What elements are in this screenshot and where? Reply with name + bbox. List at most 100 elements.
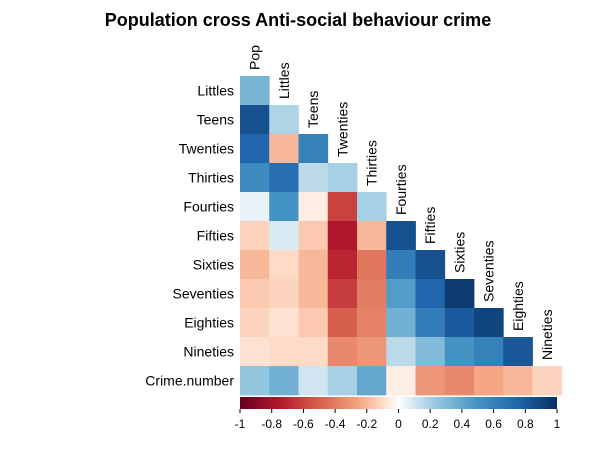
heatmap-cell	[240, 76, 270, 106]
row-label: Sixties	[193, 257, 234, 273]
heatmap-cell	[240, 192, 270, 222]
row-label: Seventies	[173, 286, 234, 302]
colorbar-tick-label: -0.6	[293, 417, 314, 431]
column-label: Seventies	[481, 241, 497, 302]
heatmap-cell	[240, 366, 270, 396]
heatmap-cell	[240, 163, 270, 193]
colorbar-gradient	[240, 397, 557, 409]
heatmap-cell	[298, 366, 329, 396]
colorbar-tick-label: 0.6	[485, 417, 502, 431]
heatmap-cell	[298, 308, 329, 338]
heatmap-cell	[269, 134, 299, 164]
heatmap-cell	[327, 163, 358, 193]
row-label: Crime.number	[145, 373, 234, 389]
column-label: Twenties	[334, 102, 350, 157]
heatmap-cell	[415, 366, 446, 396]
row-label: Nineties	[183, 344, 234, 360]
heatmap-cell	[386, 250, 416, 280]
heatmap-cell	[269, 308, 299, 338]
heatmap-cell	[415, 308, 446, 338]
heatmap-cell	[474, 308, 504, 338]
color-legend: -1 -0.8 -0.6 -0.4 -0.2 0 0.2 0.4 0.6 0.8 1	[235, 397, 561, 431]
heatmap-cell	[269, 163, 299, 193]
heatmap-cell	[503, 337, 533, 367]
chart-title: Population cross Anti-social behaviour c…	[105, 10, 491, 30]
heatmap-cell	[298, 163, 329, 193]
row-label: Littles	[197, 83, 234, 99]
colorbar-tick-label: -0.4	[325, 417, 346, 431]
heatmap-cell	[415, 250, 446, 280]
heatmap-cell	[327, 192, 358, 222]
heatmap-cell	[386, 308, 416, 338]
colorbar-tick-label: 0	[395, 417, 402, 431]
column-label: Teens	[305, 91, 321, 128]
heatmap-cell	[269, 192, 299, 222]
heatmap-cell	[386, 221, 416, 251]
colorbar-tick-label: -0.2	[356, 417, 377, 431]
heatmap-cell	[240, 105, 270, 135]
heatmap-cell	[298, 134, 329, 164]
heatmap-cell	[415, 279, 446, 309]
heatmap-cell	[357, 366, 387, 396]
heatmap-cell	[357, 221, 387, 251]
row-label: Eighties	[184, 315, 234, 331]
heatmap-cell	[298, 337, 329, 367]
heatmap-cell	[327, 308, 358, 338]
heatmap-cell	[357, 337, 387, 367]
heatmap-cell	[386, 279, 416, 309]
heatmap-cell	[444, 308, 475, 338]
row-label: Fifties	[197, 228, 234, 244]
heatmap-cell	[240, 279, 270, 309]
heatmap-cell	[444, 279, 475, 309]
colorbar-tick-label: 0.4	[454, 417, 471, 431]
heatmap-cell	[532, 366, 563, 396]
row-label: Twenties	[179, 141, 234, 157]
heatmap-cell	[415, 337, 446, 367]
heatmap-cell	[503, 366, 533, 396]
column-label: Eighties	[510, 281, 526, 331]
colorbar-tick-label: 0.8	[517, 417, 534, 431]
column-labels: Pop Littles Teens Twenties Thirties Fourties F…	[247, 45, 556, 360]
heatmap-cell	[357, 192, 387, 222]
heatmap-cell	[298, 250, 329, 280]
heatmap-cell	[240, 308, 270, 338]
heatmap-cell	[269, 105, 299, 135]
heatmap-cell	[298, 192, 329, 222]
colorbar-tick-label: 0.2	[422, 417, 439, 431]
heatmap-cell	[386, 366, 416, 396]
row-label: Fourties	[183, 199, 234, 215]
column-label: Pop	[247, 45, 263, 70]
heatmap-cell	[240, 250, 270, 280]
heatmap-cell	[444, 366, 475, 396]
heatmap-cell	[357, 308, 387, 338]
column-label: Fourties	[393, 164, 409, 215]
heatmap-cells	[240, 76, 563, 396]
heatmap-cell	[327, 250, 358, 280]
heatmap-cell	[269, 337, 299, 367]
heatmap-cell	[298, 221, 329, 251]
row-label: Teens	[197, 112, 234, 128]
heatmap-cell	[298, 279, 329, 309]
heatmap-cell	[444, 337, 475, 367]
column-label: Fifties	[422, 207, 438, 244]
colorbar-tick-label: -1	[235, 417, 246, 431]
row-label: Thirties	[188, 170, 234, 186]
heatmap-cell	[269, 250, 299, 280]
column-label: Nineties	[539, 309, 555, 360]
colorbar-tick-label: 1	[554, 417, 561, 431]
row-labels: Littles Teens Twenties Thirties Fourties Fift…	[145, 83, 234, 389]
heatmap-cell	[474, 366, 504, 396]
heatmap-cell	[269, 366, 299, 396]
heatmap-cell	[240, 134, 270, 164]
heatmap-cell	[327, 279, 358, 309]
heatmap-cell	[357, 250, 387, 280]
heatmap-cell	[327, 337, 358, 367]
column-label: Thirties	[364, 140, 380, 186]
heatmap-cell	[269, 221, 299, 251]
heatmap-cell	[357, 279, 387, 309]
heatmap-cell	[386, 337, 416, 367]
heatmap-cell	[240, 221, 270, 251]
column-label: Littles	[276, 62, 292, 99]
column-label: Sixties	[451, 232, 467, 273]
